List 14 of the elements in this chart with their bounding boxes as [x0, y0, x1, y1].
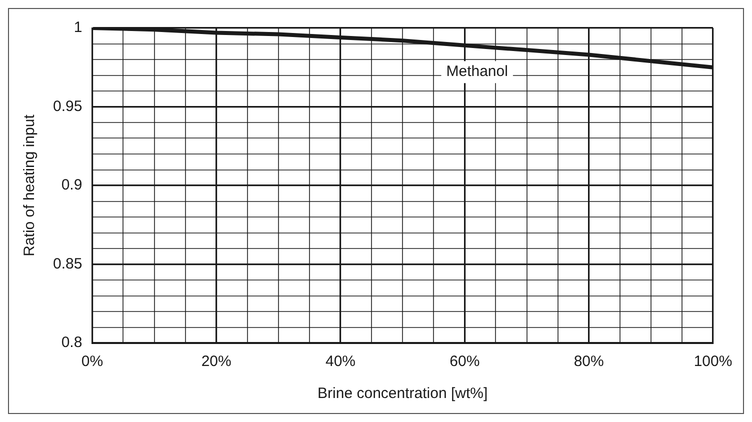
y-axis-title: Ratio of heating input: [21, 114, 38, 256]
x-tick-label: 40%: [326, 353, 356, 370]
y-tick-label: 0.95: [52, 98, 82, 115]
x-axis-title: Brine concentration [wt%]: [318, 385, 488, 402]
y-tick-label: 0.85: [52, 255, 82, 272]
x-tick-label: 0%: [81, 353, 104, 370]
x-tick-label: 60%: [450, 353, 480, 370]
y-tick-label: 0.8: [61, 334, 82, 352]
x-tick-label: 20%: [201, 353, 232, 370]
x-tick-label: 80%: [574, 353, 604, 370]
y-tick-label: 1: [74, 19, 82, 36]
x-tick-label: 100%: [694, 353, 732, 370]
annotation: Methanol: [446, 63, 508, 80]
y-tick-label: 0.9: [61, 176, 82, 194]
